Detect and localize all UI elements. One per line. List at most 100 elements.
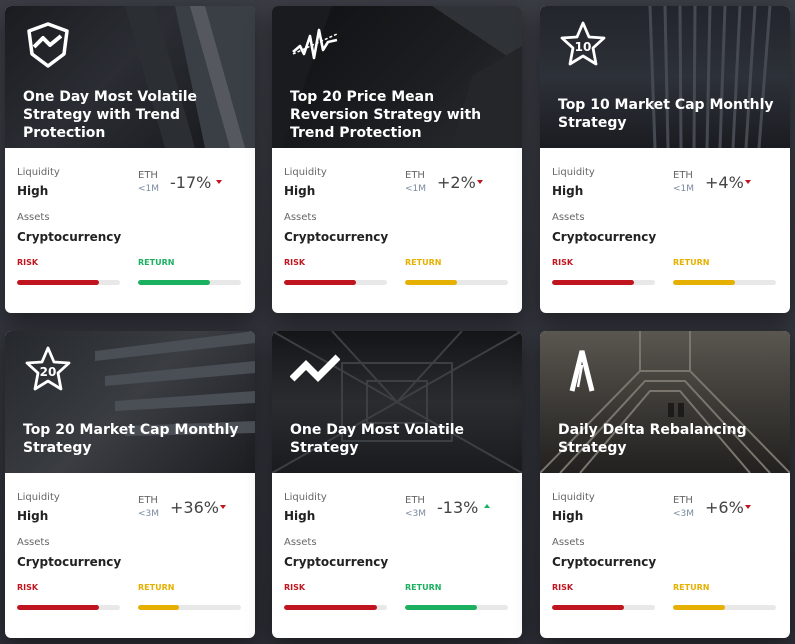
risk-bar-fill xyxy=(284,280,357,285)
assets-label: Assets xyxy=(284,212,317,223)
strategy-card[interactable]: 20 Top 20 Market Cap Monthly Strategy Li… xyxy=(5,331,255,638)
liquidity-value: High xyxy=(552,184,584,198)
strategy-card[interactable]: 10 Top 10 Market Cap Monthly Strategy Li… xyxy=(540,6,790,313)
risk-bar xyxy=(284,280,387,285)
card-hero: One Day Most Volatile Strategy xyxy=(272,331,522,473)
hero-background xyxy=(272,331,522,473)
risk-bar-fill xyxy=(552,605,625,610)
star-number: 10 xyxy=(575,40,592,54)
card-details: Liquidity High ETH <1M -17% Assets Crypt… xyxy=(5,148,255,313)
return-bar xyxy=(405,605,508,610)
return-bar xyxy=(673,605,776,610)
card-details: Liquidity High ETH <3M -13% Assets Crypt… xyxy=(272,473,522,638)
star-number: 20 xyxy=(40,365,57,379)
card-hero: Top 20 Price Mean Reversion Strategy wit… xyxy=(272,6,522,148)
hero-background xyxy=(648,6,772,148)
aum-value: <1M xyxy=(673,184,695,194)
currency-label: ETH xyxy=(673,495,693,506)
hero-background xyxy=(125,6,255,148)
return-bar xyxy=(138,605,241,610)
card-details: Liquidity High ETH <1M +2% Assets Crypto… xyxy=(272,148,522,313)
card-hero: 10 Top 10 Market Cap Monthly Strategy xyxy=(540,6,790,148)
return-percentage: +2% xyxy=(437,173,476,192)
liquidity-value: High xyxy=(284,184,316,198)
strategy-card[interactable]: Top 20 Price Mean Reversion Strategy wit… xyxy=(272,6,522,313)
risk-bar xyxy=(552,280,655,285)
risk-label: RISK xyxy=(552,258,574,267)
risk-bar xyxy=(284,605,387,610)
return-bar xyxy=(673,280,776,285)
liquidity-value: High xyxy=(17,184,49,198)
liquidity-label: Liquidity xyxy=(17,167,60,178)
assets-label: Assets xyxy=(552,537,585,548)
liquidity-label: Liquidity xyxy=(17,492,60,503)
liquidity-label: Liquidity xyxy=(284,167,327,178)
return-bar-fill xyxy=(138,605,180,610)
waveform-icon xyxy=(292,28,338,60)
return-bar-fill xyxy=(673,605,725,610)
assets-value: Cryptocurrency xyxy=(17,230,122,244)
liquidity-value: High xyxy=(284,509,316,523)
strategy-title: One Day Most Volatile Strategy with Tren… xyxy=(23,89,198,141)
return-percentage: +36% xyxy=(170,498,219,517)
strategy-title: Top 10 Market Cap Monthly Strategy xyxy=(558,97,774,131)
card-details: Liquidity High ETH <3M +36% Assets Crypt… xyxy=(5,473,255,638)
return-bar-fill xyxy=(673,280,735,285)
assets-label: Assets xyxy=(284,537,317,548)
card-hero: Daily Delta Rebalancing Strategy xyxy=(540,331,790,473)
shield-zigzag-icon xyxy=(27,22,69,68)
strategy-card[interactable]: One Day Most Volatile Strategy with Tren… xyxy=(5,6,255,313)
assets-label: Assets xyxy=(17,212,50,223)
return-label: RETURN xyxy=(138,258,175,267)
aum-value: <3M xyxy=(138,509,160,519)
strategy-title: One Day Most Volatile Strategy xyxy=(290,422,465,456)
trend-down-icon xyxy=(477,180,483,184)
risk-bar xyxy=(17,280,120,285)
risk-label: RISK xyxy=(552,583,574,592)
risk-bar-fill xyxy=(284,605,377,610)
currency-label: ETH xyxy=(138,495,158,506)
hero-background xyxy=(540,331,790,473)
risk-label: RISK xyxy=(284,258,306,267)
return-percentage: -13% xyxy=(437,498,479,517)
hero-background xyxy=(95,331,255,436)
trend-down-icon xyxy=(745,180,751,184)
risk-bar xyxy=(552,605,655,610)
aum-value: <3M xyxy=(673,509,695,519)
return-percentage: -17% xyxy=(170,173,212,192)
assets-value: Cryptocurrency xyxy=(284,230,389,244)
return-label: RETURN xyxy=(405,583,442,592)
return-percentage: +4% xyxy=(705,173,744,192)
strategy-card[interactable]: Daily Delta Rebalancing Strategy Liquidi… xyxy=(540,331,790,638)
return-percentage: +6% xyxy=(705,498,744,517)
trend-up-icon xyxy=(484,504,490,508)
assets-value: Cryptocurrency xyxy=(17,555,122,569)
card-hero: 20 Top 20 Market Cap Monthly Strategy xyxy=(5,331,255,473)
risk-bar-fill xyxy=(17,280,100,285)
assets-value: Cryptocurrency xyxy=(284,555,389,569)
currency-label: ETH xyxy=(673,170,693,181)
risk-bar xyxy=(17,605,120,610)
currency-label: ETH xyxy=(138,170,158,181)
star-10-icon: 10 xyxy=(560,21,606,66)
card-hero: One Day Most Volatile Strategy with Tren… xyxy=(5,6,255,148)
return-bar xyxy=(138,280,241,285)
return-bar-fill xyxy=(138,280,211,285)
strategy-title: Top 20 Price Mean Reversion Strategy wit… xyxy=(290,89,482,141)
liquidity-value: High xyxy=(552,509,584,523)
card-details: Liquidity High ETH <3M +6% Assets Crypto… xyxy=(540,473,790,638)
strategy-title: Top 20 Market Cap Monthly Strategy xyxy=(23,422,239,456)
card-details: Liquidity High ETH <1M +4% Assets Crypto… xyxy=(540,148,790,313)
trend-down-icon xyxy=(220,505,226,509)
strategy-card[interactable]: One Day Most Volatile Strategy Liquidity… xyxy=(272,331,522,638)
delta-icon xyxy=(569,350,595,392)
risk-label: RISK xyxy=(17,258,39,267)
return-label: RETURN xyxy=(673,583,710,592)
aum-value: <1M xyxy=(138,184,160,194)
trend-down-icon xyxy=(745,505,751,509)
risk-label: RISK xyxy=(284,583,306,592)
risk-bar-fill xyxy=(17,605,100,610)
return-bar xyxy=(405,280,508,285)
trend-down-icon xyxy=(216,180,222,184)
currency-label: ETH xyxy=(405,495,425,506)
